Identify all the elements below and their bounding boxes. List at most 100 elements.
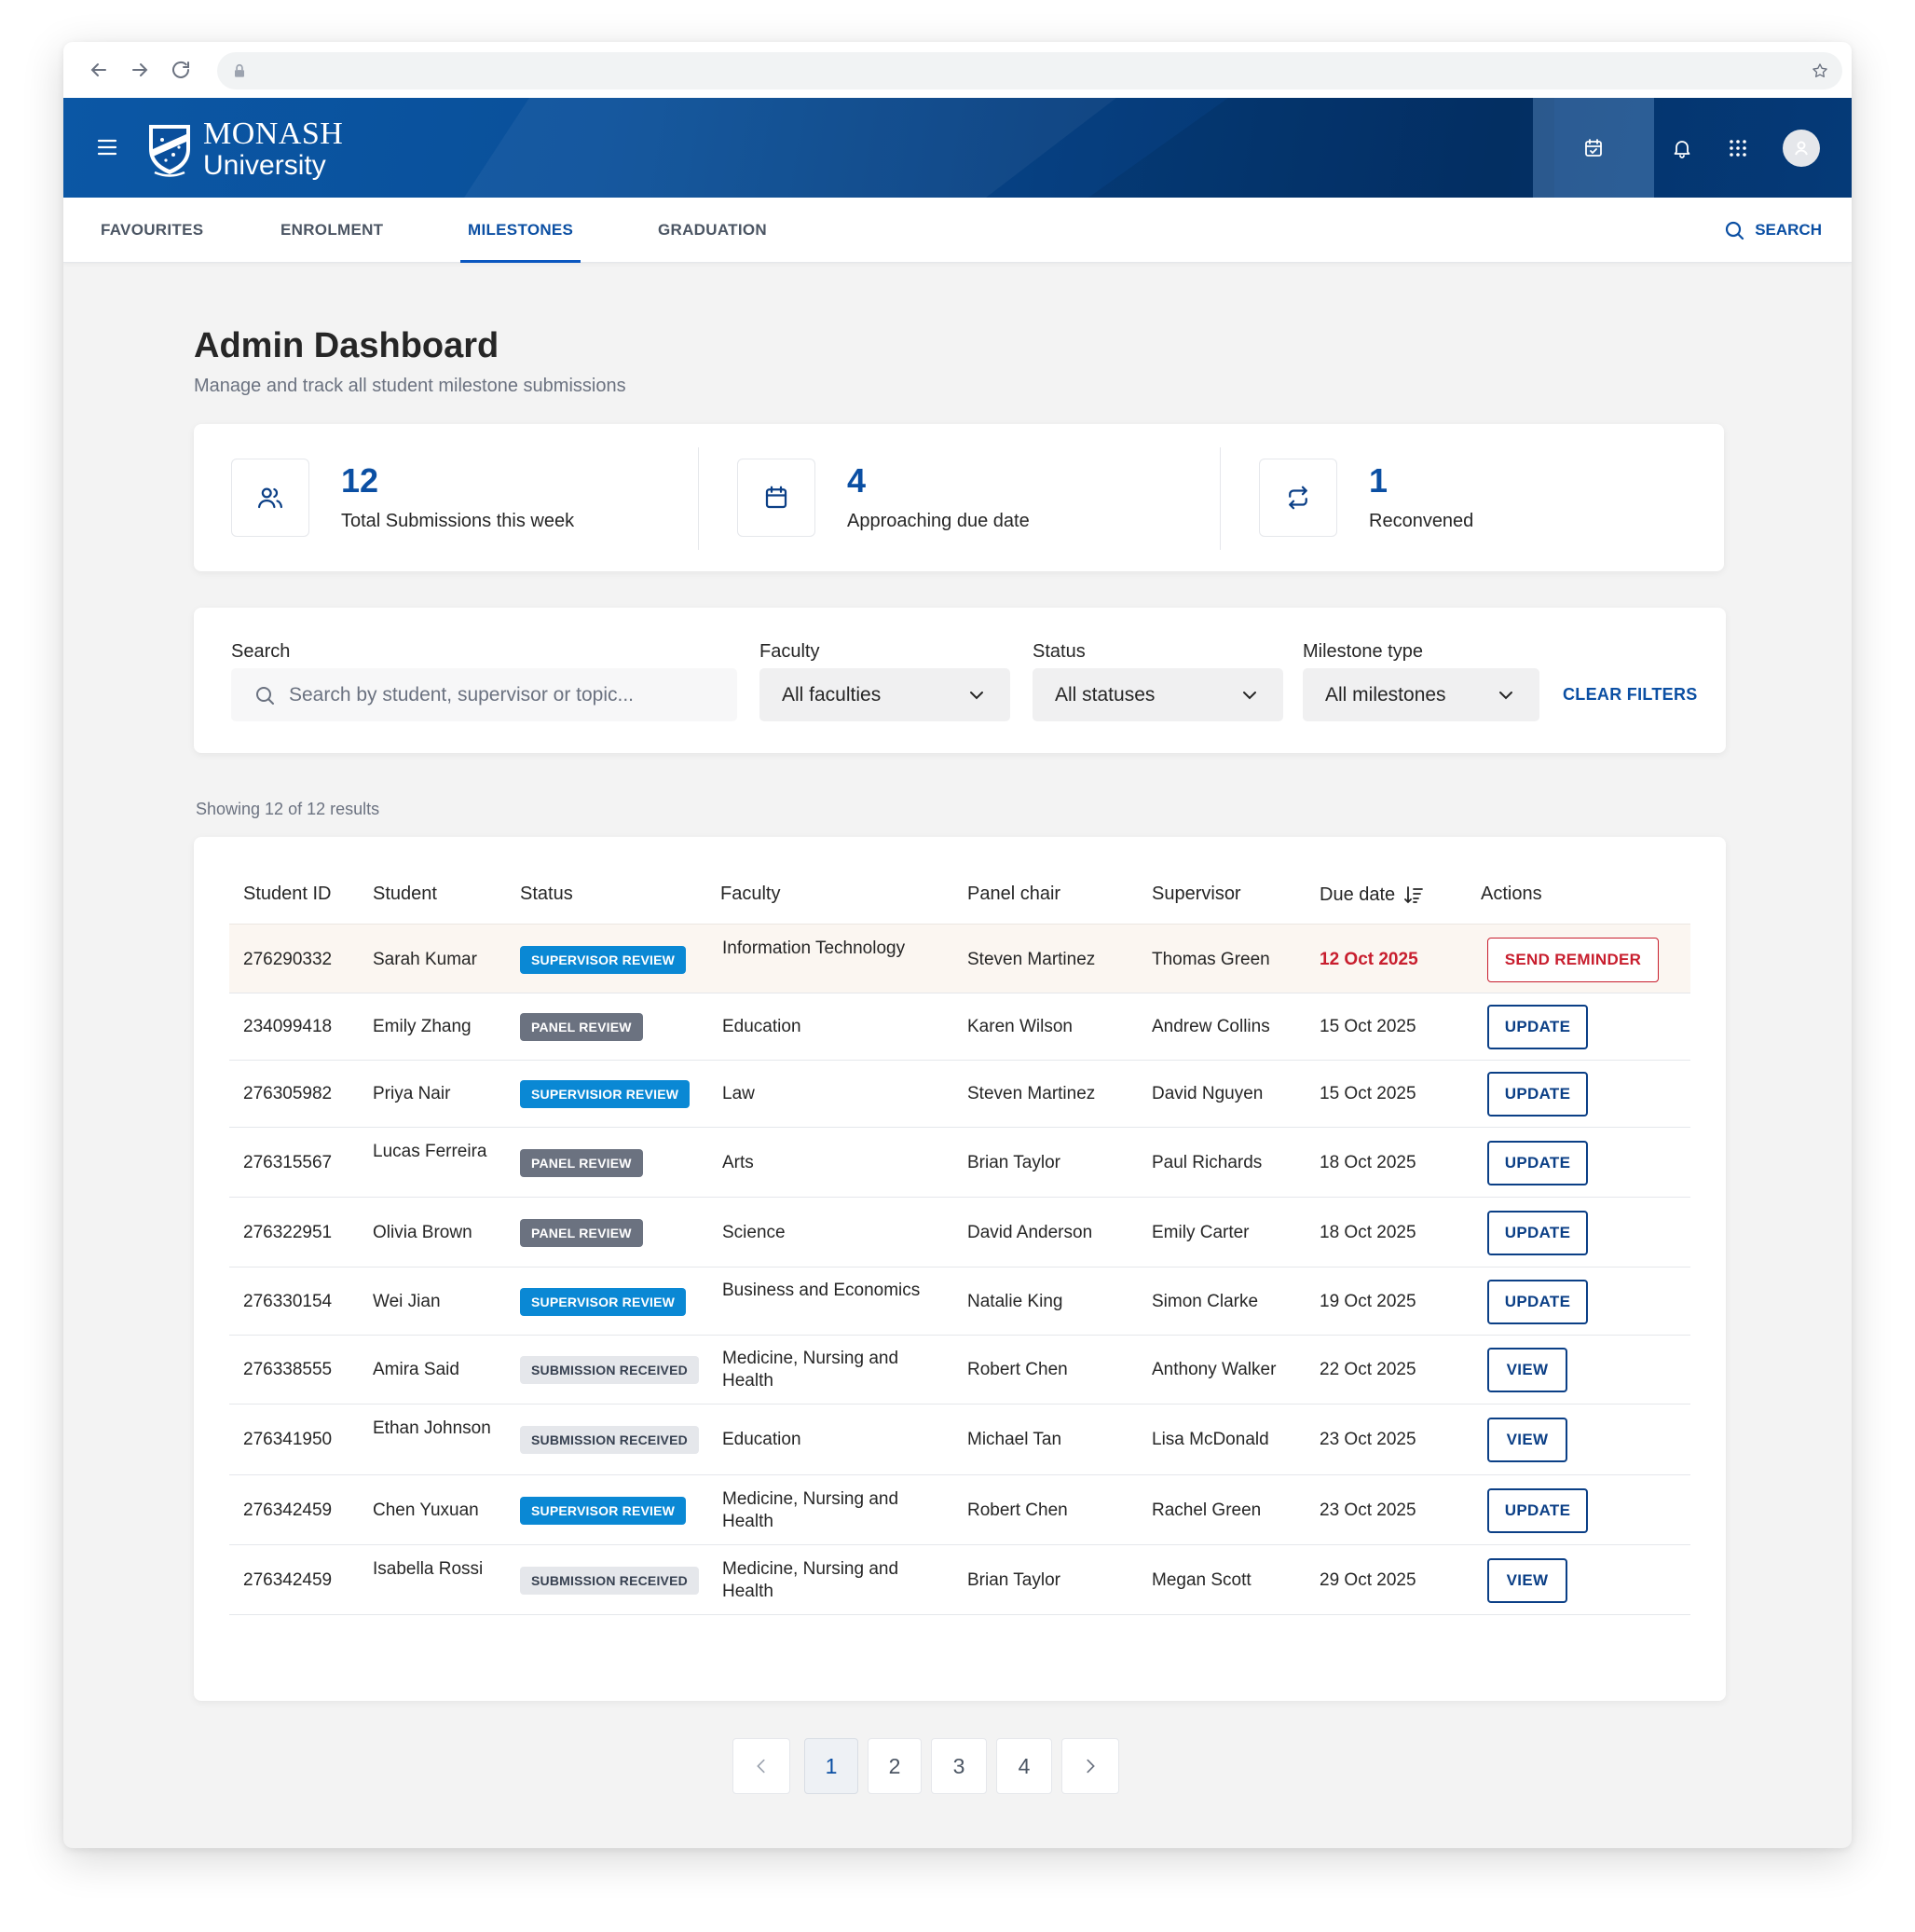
user-icon (1795, 141, 1808, 155)
view-button[interactable]: VIEW (1487, 1348, 1567, 1392)
status-select-value: All statuses (1055, 683, 1156, 706)
column-header-student-id[interactable]: Student ID (243, 884, 332, 904)
cell-faculty: Medicine, Nursing and Health (722, 1558, 899, 1601)
cell-panel-chair: David Anderson (967, 1222, 1093, 1242)
update-button[interactable]: UPDATE (1487, 1210, 1588, 1255)
stat-icon-box (1259, 459, 1337, 537)
tab-enrolment[interactable]: ENROLMENT (280, 221, 384, 239)
prev-page-button[interactable] (732, 1738, 790, 1794)
address-bar[interactable] (217, 52, 1842, 89)
update-button[interactable]: UPDATE (1487, 1140, 1588, 1185)
page-title: Admin Dashboard (194, 326, 499, 365)
cell-due-date: 18 Oct 2025 (1320, 1222, 1416, 1242)
cell-due-date: 18 Oct 2025 (1320, 1152, 1416, 1172)
column-header-student[interactable]: Student (373, 884, 437, 904)
cell-supervisor: Lisa McDonald (1152, 1430, 1269, 1449)
notifications-button[interactable] (1654, 98, 1710, 198)
cell-student-id: 276305982 (243, 1084, 333, 1103)
update-button[interactable]: UPDATE (1487, 1279, 1588, 1324)
status-badge: PANEL REVIEW (520, 1218, 643, 1247)
cell-panel-chair: Robert Chen (967, 1500, 1068, 1520)
table-row: 234099418 Emily Zhang PANEL REVIEW Educatio… (229, 993, 1690, 1061)
faculty-select-value: All faculties (782, 683, 882, 706)
stat-icon-box (737, 459, 815, 537)
chevron-down-icon (1243, 691, 1256, 699)
forward-button[interactable] (119, 49, 160, 90)
monash-logo[interactable]: MONASH University (145, 118, 343, 180)
page-button-4[interactable]: 4 (996, 1738, 1052, 1794)
user-avatar[interactable] (1783, 129, 1820, 167)
cell-student-id: 276330154 (243, 1291, 333, 1311)
column-header-panel-chair[interactable]: Panel chair (967, 884, 1061, 904)
tab-graduation[interactable]: GRADUATION (658, 221, 767, 239)
milestone-select[interactable]: All milestones (1303, 668, 1539, 721)
page-button-2[interactable]: 2 (868, 1738, 922, 1794)
stat-label: Approaching due date (847, 510, 1030, 531)
tab-milestones[interactable]: MILESTONES (459, 198, 581, 263)
cell-faculty: Science (722, 1222, 786, 1242)
chevron-down-icon (1499, 691, 1512, 699)
update-button[interactable]: UPDATE (1487, 1072, 1588, 1117)
status-badge: SUBMISSION RECEIVED (520, 1566, 699, 1595)
next-page-button[interactable] (1061, 1738, 1119, 1794)
cell-student-id: 276290332 (243, 949, 333, 969)
cell-student-id: 276342459 (243, 1500, 333, 1520)
update-button[interactable]: UPDATE (1487, 1487, 1588, 1533)
stat-value: 1 (1369, 460, 1388, 500)
cell-faculty: Information Technology (722, 938, 906, 958)
cell-supervisor: Anthony Walker (1152, 1360, 1277, 1379)
chevron-down-icon (970, 691, 983, 699)
clear-filters-button[interactable]: CLEAR FILTERS (1563, 685, 1698, 704)
column-header-faculty[interactable]: Faculty (720, 884, 781, 904)
filters-card: Search Search by student, supervisor or … (194, 608, 1726, 753)
due-date-header-label: Due date (1320, 884, 1396, 905)
column-header-due-date[interactable]: Due date (1320, 884, 1425, 906)
logo-wordmark-primary: MONASH (203, 116, 344, 151)
tab-favourites[interactable]: FAVOURITES (101, 221, 204, 239)
search-input[interactable]: Search by student, supervisor or topic..… (231, 668, 737, 721)
apps-button[interactable] (1710, 98, 1766, 198)
calendar-check-button[interactable] (1566, 98, 1621, 198)
cell-panel-chair: Robert Chen (967, 1360, 1068, 1379)
back-button[interactable] (78, 49, 119, 90)
repeat-icon (1289, 486, 1307, 510)
status-badge: PANEL REVIEW (520, 1013, 643, 1041)
star-icon[interactable] (1811, 62, 1829, 80)
calendar-check-icon (1585, 138, 1602, 157)
stat-value: 4 (847, 460, 867, 500)
status-badge: PANEL REVIEW (520, 1148, 643, 1177)
cell-due-date: 12 Oct 2025 (1320, 949, 1418, 969)
menu-icon[interactable] (97, 135, 117, 159)
view-button[interactable]: VIEW (1487, 1418, 1567, 1462)
page-button-3[interactable]: 3 (931, 1738, 987, 1794)
send-reminder-button[interactable]: SEND REMINDER (1487, 937, 1659, 982)
tab-search-button[interactable]: SEARCH (1723, 198, 1822, 263)
grid-icon (1730, 139, 1746, 157)
search-placeholder: Search by student, supervisor or topic..… (289, 683, 635, 706)
cell-student-id: 234099418 (243, 1017, 333, 1036)
status-badge: SUPERVISOR REVIEW (520, 945, 687, 974)
cell-supervisor: David Nguyen (1152, 1084, 1264, 1103)
update-button[interactable]: UPDATE (1487, 1005, 1588, 1049)
crest-icon (149, 125, 190, 177)
browser-toolbar (63, 42, 1852, 98)
cell-supervisor: Rachel Green (1152, 1500, 1262, 1520)
table-row: 276330154 Wei Jian SUPERVISOR REVIEW Busine… (229, 1267, 1690, 1336)
view-button[interactable]: VIEW (1487, 1557, 1567, 1603)
reload-button[interactable] (160, 49, 201, 90)
cell-due-date: 19 Oct 2025 (1320, 1291, 1416, 1311)
stat-label: Reconvened (1369, 510, 1474, 531)
page-button-1[interactable]: 1 (804, 1738, 858, 1794)
table-row: 276315567 Lucas Ferreira PANEL REVIEW Arts B… (229, 1128, 1690, 1198)
cell-student-id: 276315567 (243, 1152, 333, 1172)
sort-descending-icon[interactable] (1402, 884, 1425, 906)
cell-panel-chair: Steven Martinez (967, 949, 1096, 969)
chevron-right-icon (1087, 1759, 1095, 1774)
stats-card: 12 Total Submissions this week 4 Approac… (194, 424, 1724, 571)
column-header-supervisor[interactable]: Supervisor (1152, 884, 1241, 904)
cell-due-date: 15 Oct 2025 (1320, 1084, 1416, 1103)
status-select[interactable]: All statuses (1033, 668, 1283, 721)
faculty-select[interactable]: All faculties (759, 668, 1010, 721)
column-header-status[interactable]: Status (520, 884, 573, 904)
chevron-left-icon (757, 1759, 765, 1774)
